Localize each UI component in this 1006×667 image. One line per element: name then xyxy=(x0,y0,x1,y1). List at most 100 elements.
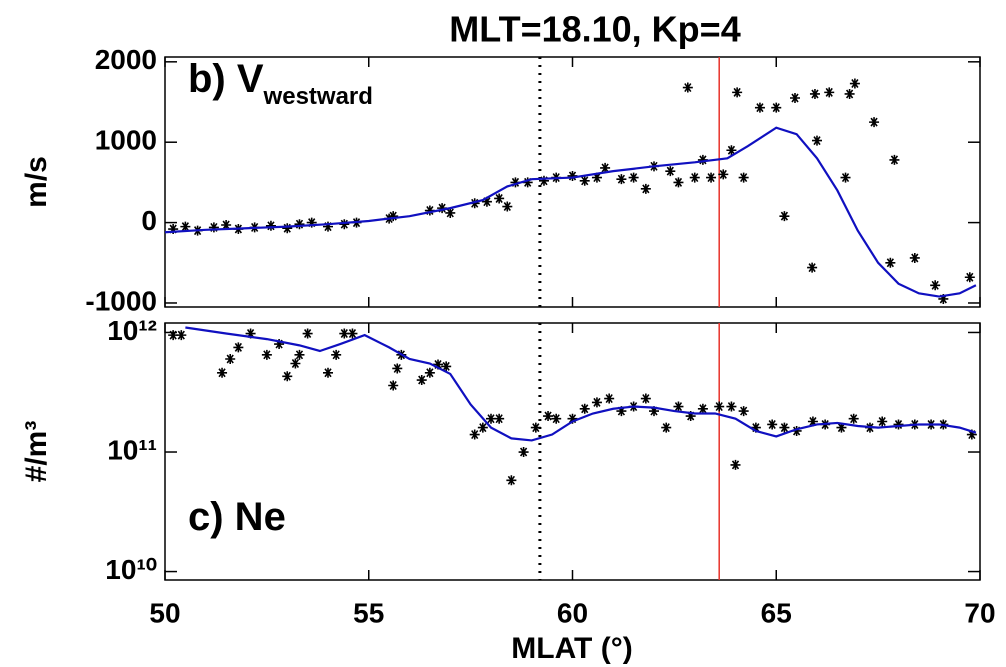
data-point xyxy=(522,177,533,188)
data-point xyxy=(433,359,444,370)
data-point xyxy=(809,88,820,99)
fit-line xyxy=(164,126,977,298)
data-point xyxy=(579,403,590,414)
y-tick-label: 0 xyxy=(141,205,157,236)
panel-label: c) Ne xyxy=(188,495,286,539)
data-point xyxy=(689,172,700,183)
data-point xyxy=(706,172,717,183)
data-point xyxy=(208,222,219,233)
data-point xyxy=(938,293,949,304)
data-point xyxy=(543,411,554,422)
data-point xyxy=(290,358,301,369)
data-point xyxy=(844,88,855,99)
data-point xyxy=(685,411,696,422)
panel-label-text: b) V xyxy=(188,57,264,101)
x-axis-label: MLAT (°) xyxy=(511,632,632,665)
data-point xyxy=(437,203,448,214)
data-point xyxy=(673,177,684,188)
x-tick-label: 50 xyxy=(149,597,180,628)
data-point xyxy=(469,198,480,209)
x-tick-label: 65 xyxy=(761,597,792,628)
data-point xyxy=(217,367,228,378)
data-point xyxy=(265,220,276,231)
data-point xyxy=(180,221,191,232)
data-point xyxy=(697,403,708,414)
data-point xyxy=(964,272,975,283)
data-point xyxy=(889,154,900,165)
data-point xyxy=(616,174,627,185)
data-point xyxy=(604,393,615,404)
data-point xyxy=(649,406,659,417)
data-point xyxy=(714,401,725,412)
data-point xyxy=(848,413,859,424)
plot-frame xyxy=(164,322,981,581)
panel-label-text: c) Ne xyxy=(188,495,286,539)
data-point xyxy=(877,416,888,427)
data-point xyxy=(640,183,651,194)
data-point xyxy=(486,413,496,424)
data-point xyxy=(388,211,399,222)
data-point xyxy=(518,447,529,458)
data-point xyxy=(840,172,851,183)
data-point xyxy=(282,371,293,382)
data-point xyxy=(665,166,676,177)
data-point xyxy=(930,280,941,291)
data-point xyxy=(530,422,541,433)
data-point xyxy=(323,367,333,378)
data-point xyxy=(836,422,847,433)
y-tick-label: -1000 xyxy=(85,285,157,316)
data-point xyxy=(779,422,790,433)
data-point xyxy=(294,219,305,230)
data-point xyxy=(221,220,232,231)
data-point xyxy=(791,425,802,436)
data-point xyxy=(176,330,187,341)
data-point xyxy=(893,419,904,430)
data-point xyxy=(726,145,737,156)
data-point xyxy=(306,217,317,228)
y-axis-label: m/s xyxy=(20,156,53,208)
data-point xyxy=(849,78,860,89)
data-point xyxy=(416,375,427,386)
data-point xyxy=(481,196,492,207)
data-point xyxy=(579,175,590,186)
data-point xyxy=(323,221,333,232)
data-point xyxy=(779,211,790,222)
data-point xyxy=(424,205,435,216)
y-tick-label: 1000 xyxy=(95,125,157,156)
data-point xyxy=(225,353,236,364)
data-point xyxy=(347,328,358,339)
data-point xyxy=(885,257,896,268)
data-point xyxy=(909,252,920,263)
data-point xyxy=(807,262,818,273)
data-point xyxy=(640,393,651,404)
data-point xyxy=(339,328,350,339)
data-point xyxy=(274,339,285,350)
data-point xyxy=(697,154,708,165)
data-point xyxy=(302,328,313,339)
data-point xyxy=(600,162,611,173)
data-point xyxy=(538,175,549,186)
data-point xyxy=(294,349,305,360)
data-point xyxy=(168,330,179,341)
data-point xyxy=(233,342,244,353)
data-point xyxy=(261,349,272,360)
data-point xyxy=(506,475,517,486)
data-point xyxy=(673,401,684,412)
data-point xyxy=(767,419,778,430)
data-point xyxy=(551,413,562,424)
x-tick-label: 70 xyxy=(964,597,995,628)
chart-title: MLT=18.10, Kp=4 xyxy=(449,9,740,50)
data-point xyxy=(616,406,627,417)
data-point xyxy=(628,172,639,183)
data-point xyxy=(789,92,800,103)
data-point xyxy=(502,201,513,212)
data-point xyxy=(441,361,452,372)
data-point xyxy=(510,177,521,188)
data-point xyxy=(494,413,505,424)
data-point xyxy=(661,422,672,433)
y-axis-label: #/m³ xyxy=(20,421,53,483)
data-point xyxy=(168,224,179,235)
data-point xyxy=(388,380,399,391)
data-point xyxy=(591,172,602,183)
